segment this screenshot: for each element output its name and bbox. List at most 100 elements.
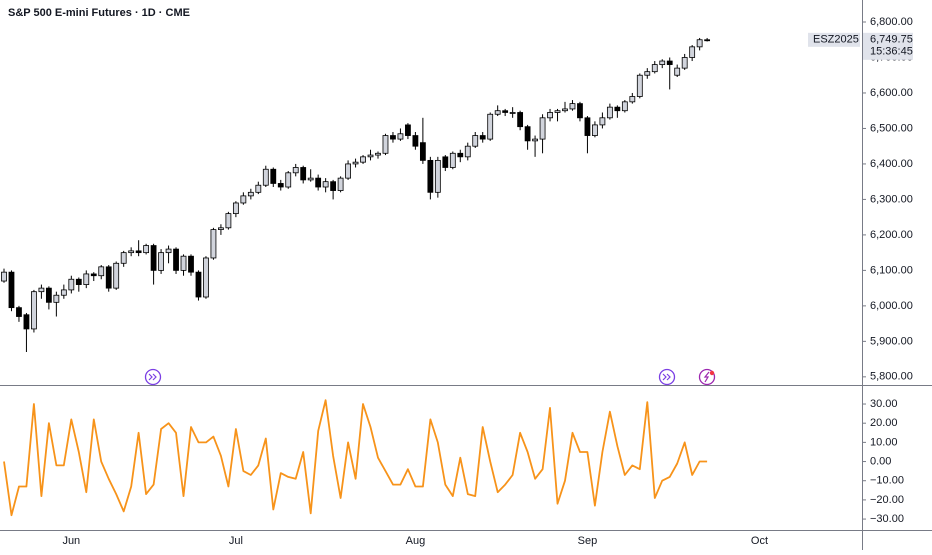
candle — [68, 275, 75, 294]
candle-body — [188, 255, 194, 273]
candle-body — [23, 314, 30, 330]
candle — [696, 37, 703, 51]
candle — [636, 73, 643, 99]
candle — [592, 121, 598, 138]
candle — [218, 224, 224, 235]
candle-body — [16, 307, 22, 317]
candle-body — [31, 291, 37, 330]
candle — [367, 149, 374, 161]
candle-body — [247, 191, 254, 197]
candle-body — [285, 172, 292, 188]
event-icon[interactable] — [698, 368, 716, 386]
candle-body — [165, 248, 172, 254]
candle-body — [367, 154, 374, 158]
candle — [360, 155, 366, 164]
candle — [629, 92, 636, 104]
candle-body — [502, 110, 509, 113]
candle — [532, 135, 538, 157]
candle — [203, 256, 209, 299]
candle — [554, 108, 561, 122]
candle — [247, 188, 254, 200]
candle — [681, 53, 688, 70]
y-tick-label: 6,800.00 — [870, 16, 913, 28]
candle-body — [113, 262, 120, 289]
candle-body — [449, 152, 456, 168]
candle — [666, 57, 673, 90]
candle — [464, 142, 471, 161]
symbol-label: ESZ2025 — [813, 34, 859, 46]
candle — [195, 270, 202, 301]
candle — [562, 101, 568, 113]
candle-body — [195, 271, 202, 298]
candle-body — [397, 133, 404, 140]
candle-body — [464, 145, 471, 158]
candle — [240, 192, 247, 205]
candle — [53, 291, 60, 317]
candle-body — [547, 112, 553, 119]
candle-body — [592, 124, 598, 136]
candle — [419, 117, 426, 164]
candle — [689, 45, 696, 62]
candle — [614, 105, 621, 118]
price-label-bg — [863, 32, 913, 60]
candle — [547, 108, 553, 122]
candle-body — [232, 202, 239, 215]
candle — [457, 149, 464, 163]
candle-body — [105, 266, 112, 289]
candle — [502, 108, 509, 117]
candle-body — [218, 227, 224, 230]
candle — [173, 247, 179, 274]
candle-body — [203, 257, 209, 298]
candle — [143, 243, 150, 255]
y-tick-label: 10.00 — [870, 436, 898, 448]
candle — [644, 68, 651, 79]
candle — [442, 155, 449, 172]
candle — [322, 178, 329, 193]
y-tick-label: 30.00 — [870, 398, 898, 410]
candle — [494, 105, 501, 117]
x-tick-label: Jun — [62, 535, 80, 547]
candle — [158, 249, 164, 274]
candle-body — [689, 46, 696, 58]
candle — [651, 61, 658, 74]
candle-body — [562, 108, 568, 112]
candle — [188, 254, 194, 276]
candle-body — [210, 229, 217, 259]
candle-body — [606, 106, 613, 119]
candle-body — [390, 135, 396, 140]
candle-body — [150, 245, 157, 271]
candle — [90, 272, 97, 282]
event-icon[interactable] — [658, 368, 676, 386]
candle — [539, 114, 546, 154]
candle-body — [599, 117, 606, 126]
candle-body — [509, 112, 516, 114]
candle-body — [412, 135, 419, 147]
candle-body — [644, 71, 651, 76]
candle — [584, 116, 591, 154]
candle — [390, 132, 396, 143]
candle-body — [262, 168, 269, 186]
candle-body — [98, 266, 105, 277]
candle-body — [427, 159, 434, 193]
candle — [337, 176, 344, 193]
event-icon[interactable] — [144, 368, 162, 386]
candle-body — [405, 124, 411, 136]
x-tick-label: Aug — [406, 535, 426, 547]
candle — [1, 268, 7, 283]
y-tick-label: 5,900.00 — [870, 335, 913, 347]
candle — [292, 163, 299, 177]
candle-body — [442, 156, 449, 168]
candle-body — [487, 113, 494, 140]
candle — [606, 103, 613, 120]
candle — [509, 107, 516, 118]
candle — [120, 250, 127, 267]
candle-body — [135, 250, 142, 254]
candle — [165, 245, 172, 264]
candle-body — [352, 161, 359, 165]
candle — [83, 270, 90, 289]
candle — [487, 112, 494, 141]
candle-body — [128, 250, 135, 254]
candle — [307, 169, 314, 182]
candle-body — [270, 168, 277, 184]
